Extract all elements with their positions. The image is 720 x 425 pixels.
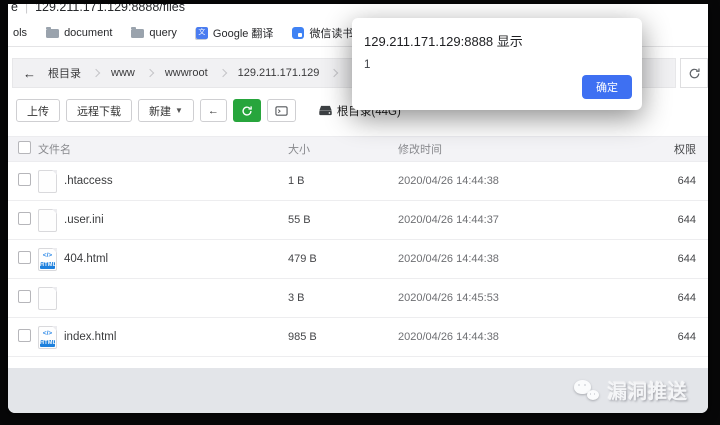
terminal-button[interactable]	[266, 99, 296, 122]
file-mtime: 2020/04/26 14:44:37	[398, 214, 499, 226]
file-size: 3 B	[288, 292, 305, 304]
footer-bar: 漏洞推送	[8, 368, 708, 413]
file-perm: 644	[677, 175, 696, 187]
breadcrumb-item[interactable]: www	[111, 67, 135, 79]
refresh-icon	[242, 105, 252, 116]
file-size: 1 B	[288, 175, 305, 187]
file-mtime: 2020/04/26 14:44:38	[398, 253, 499, 265]
folder-icon	[131, 26, 145, 38]
back-arrow-icon[interactable]: ←	[23, 65, 36, 81]
file-perm: 644	[677, 253, 696, 265]
upload-button[interactable]: 上传	[16, 99, 60, 122]
breadcrumb-item[interactable]: 129.211.171.129	[237, 67, 320, 79]
folder-icon	[46, 26, 60, 38]
confirm-button[interactable]: 确定	[582, 75, 632, 99]
file-size: 985 B	[288, 331, 317, 343]
watermark-text: 漏洞推送	[607, 382, 688, 403]
bookmark-label: document	[64, 27, 113, 39]
breadcrumb-item[interactable]: 根目录	[48, 68, 81, 80]
file-perm: 644	[677, 214, 696, 226]
table-header: 文件名 大小 修改时间 权限	[8, 136, 708, 162]
file-size: 479 B	[288, 253, 317, 265]
file-list: .htaccess 1 B 2020/04/26 14:44:38 644 .user.…	[8, 162, 708, 357]
bookmark-label: 微信读书	[309, 28, 354, 40]
row-checkbox[interactable]	[18, 251, 31, 264]
file-name[interactable]: 404.html	[64, 253, 109, 265]
table-row[interactable]: 3 B 2020/04/26 14:45:53 644	[8, 279, 708, 318]
refresh-button-right[interactable]	[680, 58, 708, 88]
bookmark-item[interactable]: query	[131, 26, 177, 39]
alert-dialog: 129.211.171.129:8888 显示 1 确定	[352, 18, 642, 110]
row-checkbox[interactable]	[18, 290, 31, 303]
file-icon	[38, 169, 57, 193]
file-name[interactable]: index.html	[64, 331, 117, 343]
alert-message: 1	[364, 59, 371, 71]
file-icon	[38, 208, 57, 232]
chevron-right-icon	[330, 68, 339, 78]
bookmark-item[interactable]: ols	[13, 27, 27, 39]
url-prefix-fragment: e	[11, 4, 18, 14]
disk-icon	[319, 105, 332, 116]
file-perm: 644	[677, 331, 696, 343]
terminal-icon	[275, 105, 288, 116]
wechat-read-icon	[292, 27, 305, 39]
chevron-right-icon	[91, 68, 101, 78]
bookmark-label: ols	[13, 27, 28, 39]
row-checkbox[interactable]	[18, 173, 31, 186]
table-row[interactable]: .htaccess 1 B 2020/04/26 14:44:38 644	[8, 162, 708, 201]
file-size: 55 B	[288, 214, 311, 226]
row-checkbox[interactable]	[18, 329, 31, 342]
select-all-checkbox[interactable]	[18, 141, 31, 154]
header-mtime: 修改时间	[398, 144, 442, 156]
new-button-label: 新建	[149, 105, 171, 118]
bookmark-label: Google 翻译	[212, 28, 274, 40]
breadcrumb-item[interactable]: wwwroot	[164, 67, 208, 79]
row-checkbox[interactable]	[18, 212, 31, 225]
alert-title: 129.211.171.129:8888 显示	[364, 34, 523, 49]
new-button[interactable]: 新建 ▼	[138, 99, 194, 122]
chevron-right-icon	[145, 68, 155, 78]
header-size: 大小	[288, 144, 310, 156]
bookmark-item[interactable]: 微信读书	[292, 25, 353, 41]
file-icon	[38, 286, 57, 310]
file-perm: 644	[677, 292, 696, 304]
url-divider: |	[24, 4, 29, 14]
file-mtime: 2020/04/26 14:44:38	[398, 331, 499, 343]
url-text[interactable]: 129.211.171.129:8888/files	[35, 4, 185, 14]
html-file-icon: </> HTML	[38, 247, 57, 271]
file-name[interactable]: .htaccess	[64, 175, 113, 187]
chevron-right-icon	[218, 68, 227, 78]
file-mtime: 2020/04/26 14:45:53	[398, 292, 499, 304]
html-file-icon: </> HTML	[38, 325, 57, 349]
wechat-icon	[573, 380, 601, 401]
refresh-icon	[689, 67, 700, 78]
file-toolbar: 上传 远程下载 新建 ▼ ← 根目录(44G)	[16, 99, 401, 122]
header-perm: 权限	[674, 144, 696, 156]
file-mtime: 2020/04/26 14:44:38	[398, 175, 499, 187]
google-translate-icon: 文	[195, 27, 208, 39]
back-button[interactable]: ←	[199, 99, 227, 122]
bookmark-item[interactable]: document	[46, 26, 113, 39]
caret-down-icon: ▼	[175, 106, 183, 115]
bookmark-item[interactable]: 文 Google 翻译	[195, 25, 274, 41]
url-bar[interactable]: e | 129.211.171.129:8888/files	[8, 4, 708, 20]
table-row[interactable]: </> HTML index.html 985 B 2020/04/26 14:44:3…	[8, 318, 708, 357]
refresh-button-toolbar[interactable]	[232, 99, 261, 122]
table-row[interactable]: </> HTML 404.html 479 B 2020/04/26 14:44:38 6…	[8, 240, 708, 279]
file-name[interactable]: .user.ini	[64, 214, 104, 226]
header-filename: 文件名	[38, 144, 71, 156]
remote-download-button[interactable]: 远程下载	[66, 99, 132, 122]
table-row[interactable]: .user.ini 55 B 2020/04/26 14:44:37 644	[8, 201, 708, 240]
bookmark-label: query	[149, 27, 177, 39]
